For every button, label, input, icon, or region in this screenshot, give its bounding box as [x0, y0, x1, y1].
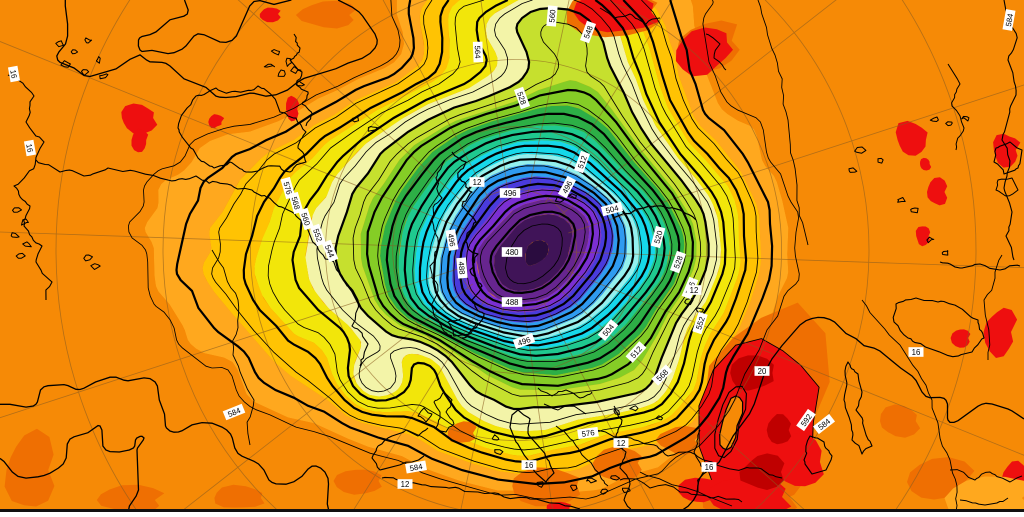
svg-text:552: 552	[694, 316, 707, 331]
svg-text:12: 12	[690, 286, 699, 295]
svg-text:12: 12	[401, 480, 410, 489]
svg-text:496: 496	[503, 189, 516, 198]
svg-text:480: 480	[505, 248, 519, 257]
svg-text:16: 16	[24, 143, 34, 153]
svg-text:12: 12	[473, 178, 482, 187]
svg-text:576: 576	[281, 181, 293, 196]
svg-text:560: 560	[547, 9, 557, 23]
svg-text:16: 16	[705, 463, 714, 472]
svg-text:20: 20	[758, 367, 767, 376]
svg-text:512: 512	[576, 155, 589, 170]
svg-text:488: 488	[505, 298, 518, 307]
svg-text:584: 584	[409, 462, 424, 473]
svg-text:552: 552	[311, 228, 324, 243]
svg-text:504: 504	[605, 203, 621, 215]
svg-text:16: 16	[525, 461, 534, 470]
svg-text:584: 584	[1004, 12, 1015, 27]
svg-text:12: 12	[617, 439, 626, 448]
svg-text:16: 16	[8, 69, 18, 79]
svg-text:520: 520	[652, 229, 664, 245]
svg-text:528: 528	[515, 91, 528, 106]
svg-text:528: 528	[672, 255, 685, 270]
svg-text:560: 560	[299, 212, 312, 228]
svg-text:496: 496	[446, 233, 457, 247]
svg-text:548: 548	[582, 25, 595, 40]
svg-text:16: 16	[912, 348, 921, 357]
svg-text:564: 564	[473, 45, 482, 59]
svg-text:568: 568	[289, 196, 301, 211]
svg-text:488: 488	[456, 261, 466, 275]
svg-text:496: 496	[517, 335, 532, 348]
svg-text:576: 576	[581, 428, 595, 439]
